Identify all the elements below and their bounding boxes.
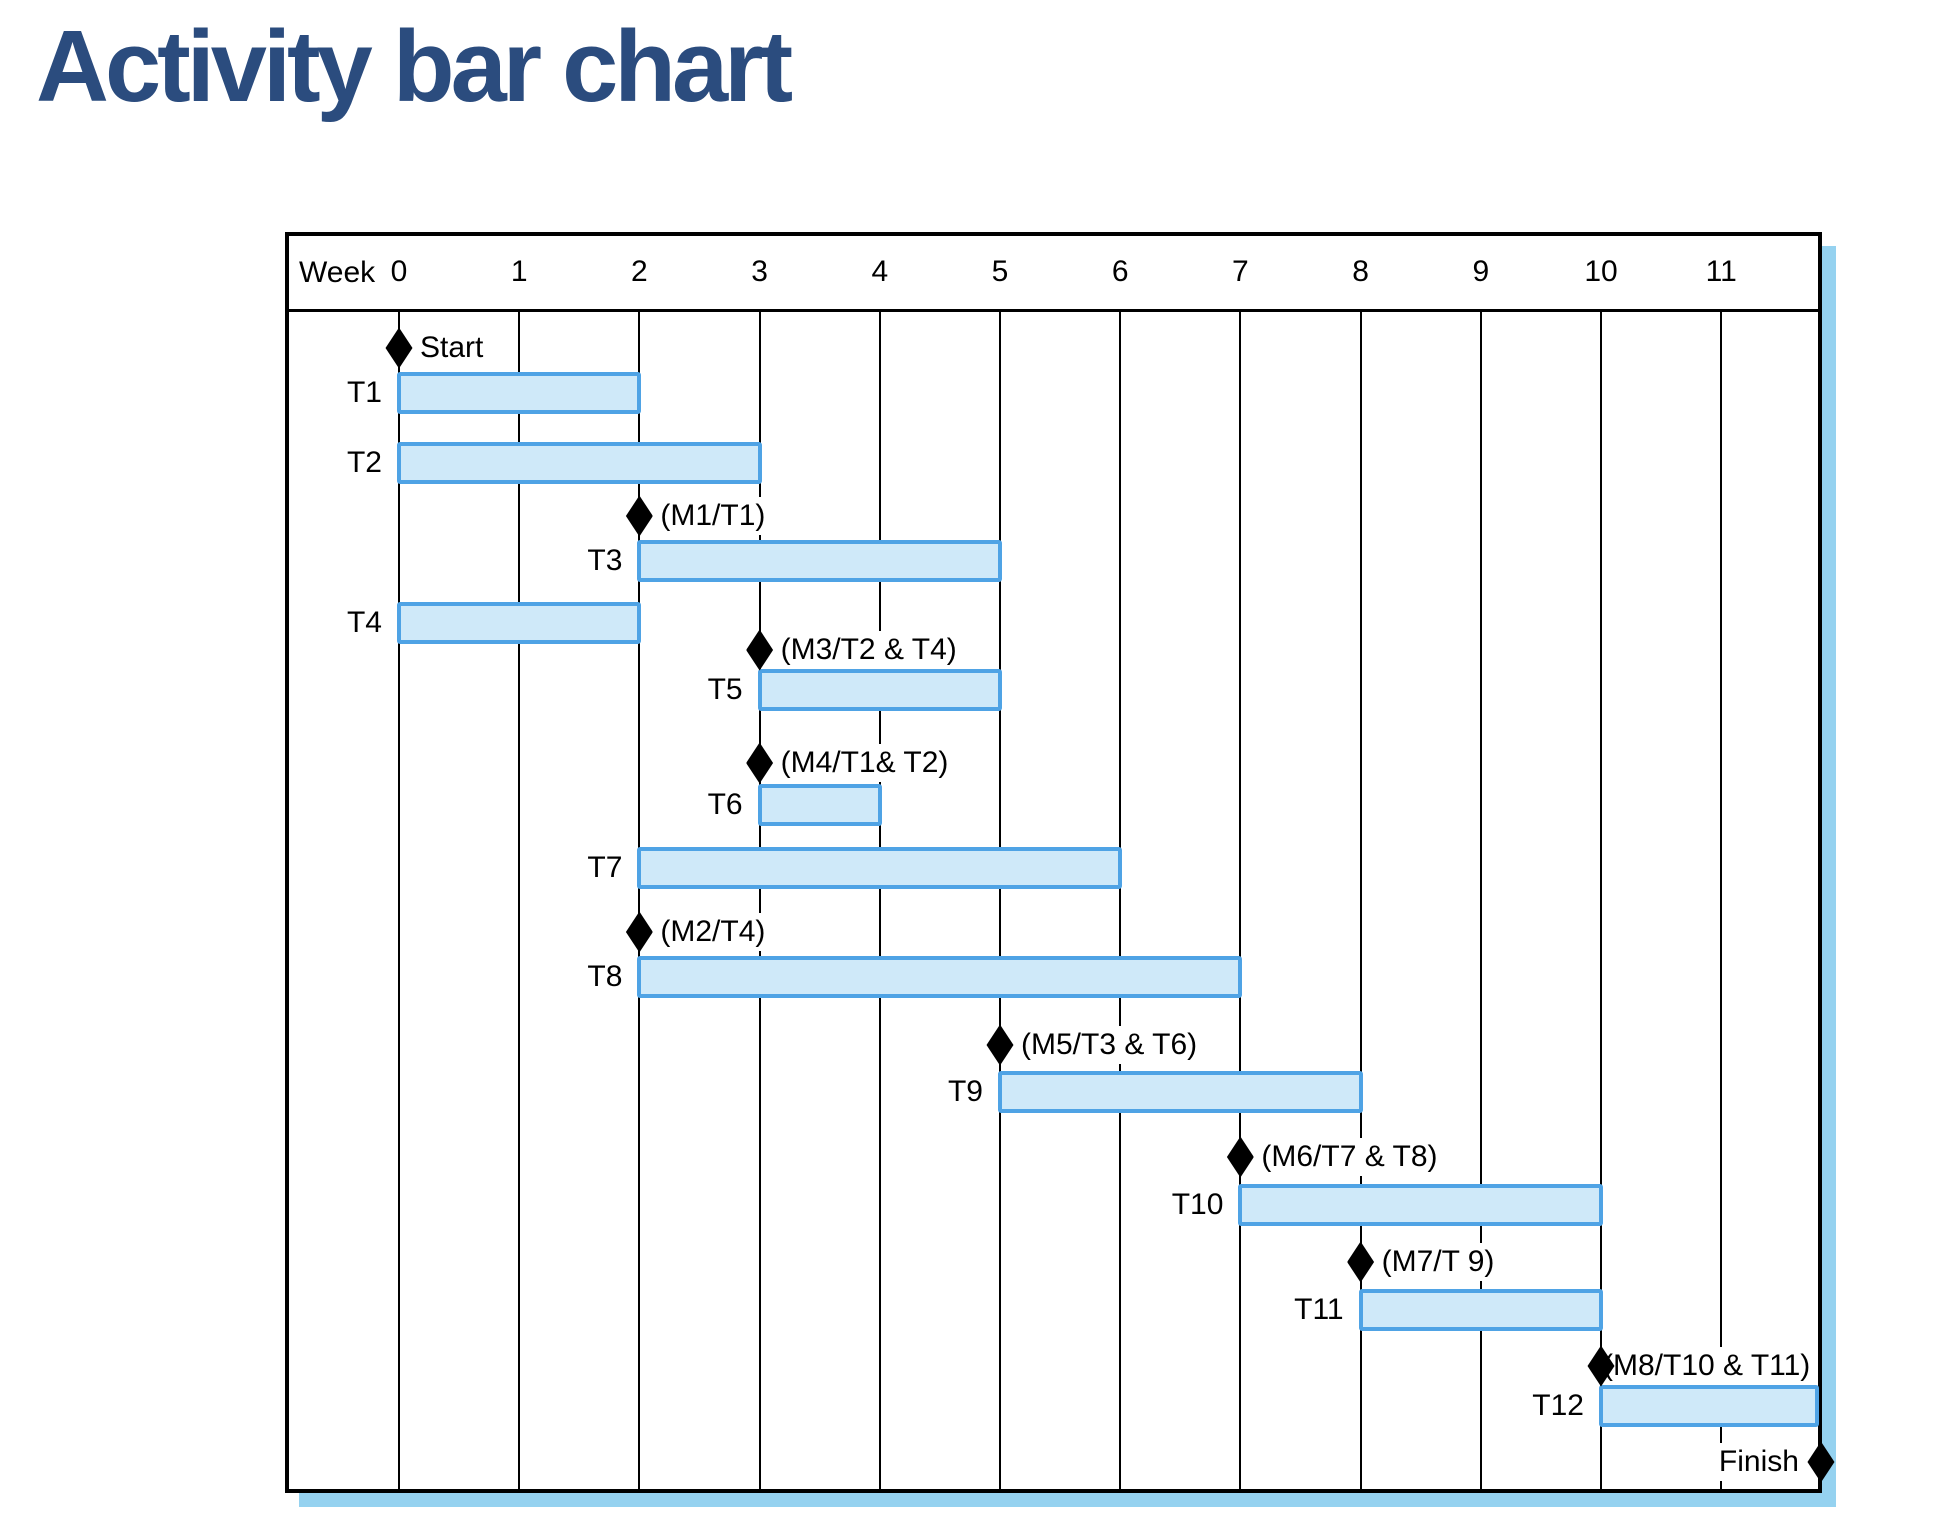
axis-label-week: Week (299, 256, 376, 289)
week-tick-2: 2 (631, 255, 648, 288)
task-bar-t10 (1238, 1184, 1603, 1226)
milestone-label-m6: (M6/T7 & T8) (1256, 1138, 1443, 1176)
milestone-label-m2: (M2/T4) (655, 913, 771, 951)
milestone-label-start: Start (415, 329, 489, 367)
task-bar-t2 (397, 442, 762, 484)
gridline-week-9 (1479, 312, 1482, 1489)
task-label-t6: T6 (702, 786, 748, 824)
milestone-label-m8: (M8/T10 & T11) (1598, 1347, 1816, 1385)
milestone-label-finish: Finish (1713, 1443, 1804, 1481)
task-label-t4: T4 (341, 604, 387, 642)
week-tick-5: 5 (991, 255, 1009, 288)
gridline-week-1 (518, 312, 521, 1489)
chart-title: Activity bar chart (36, 11, 793, 123)
task-label-t7: T7 (582, 849, 628, 887)
week-tick-9: 9 (1472, 255, 1490, 288)
task-bar-t11 (1358, 1289, 1603, 1331)
week-tick-0: 0 (390, 255, 408, 288)
task-bar-t1 (397, 372, 642, 414)
milestone-label-m1: (M1/T1) (655, 497, 771, 535)
milestone-label-m5: (M5/T3 & T6) (1016, 1026, 1203, 1064)
week-tick-11: 11 (1705, 255, 1737, 288)
week-tick-6: 6 (1111, 255, 1129, 288)
gridline-week-5 (999, 312, 1001, 1489)
task-bar-t12 (1599, 1385, 1820, 1427)
task-label-t1: T1 (341, 374, 387, 412)
gridline-week-2 (638, 312, 641, 1489)
gridline-week-7 (1239, 312, 1242, 1489)
week-tick-3: 3 (751, 255, 768, 288)
task-bar-t7 (637, 847, 1123, 889)
gridline-week-4 (878, 312, 881, 1489)
gridline-week-10 (1600, 312, 1602, 1489)
task-label-t2: T2 (341, 444, 387, 482)
gridline-week-11 (1720, 312, 1723, 1489)
header-divider (289, 309, 1818, 312)
task-bar-t9 (998, 1071, 1363, 1113)
week-tick-8: 8 (1352, 255, 1369, 288)
gridline-week-6 (1119, 312, 1122, 1489)
milestone-label-m4: (M4/T1& T2) (775, 744, 954, 782)
week-tick-1: 1 (510, 255, 528, 288)
task-bar-t5 (757, 669, 1002, 711)
week-tick-7: 7 (1232, 255, 1249, 288)
task-label-t10: T10 (1166, 1186, 1229, 1224)
milestone-label-m3: (M3/T2 & T4) (775, 631, 962, 669)
task-label-t11: T11 (1289, 1291, 1349, 1329)
task-label-t8: T8 (582, 958, 628, 996)
task-bar-t3 (637, 540, 1002, 582)
task-label-t9: T9 (942, 1073, 988, 1111)
week-tick-10: 10 (1584, 255, 1618, 288)
task-label-t12: T12 (1527, 1387, 1589, 1425)
task-bar-t6 (757, 784, 882, 826)
task-bar-t4 (397, 602, 642, 644)
gridline-week-3 (758, 312, 761, 1489)
week-tick-4: 4 (871, 255, 889, 288)
task-bar-t8 (637, 956, 1243, 998)
gridline-week-8 (1359, 312, 1362, 1489)
milestone-label-m7: (M7/T 9) (1376, 1243, 1500, 1281)
gridline-week-0 (398, 312, 400, 1489)
task-label-t5: T5 (702, 671, 748, 709)
task-label-t3: T3 (582, 542, 628, 580)
